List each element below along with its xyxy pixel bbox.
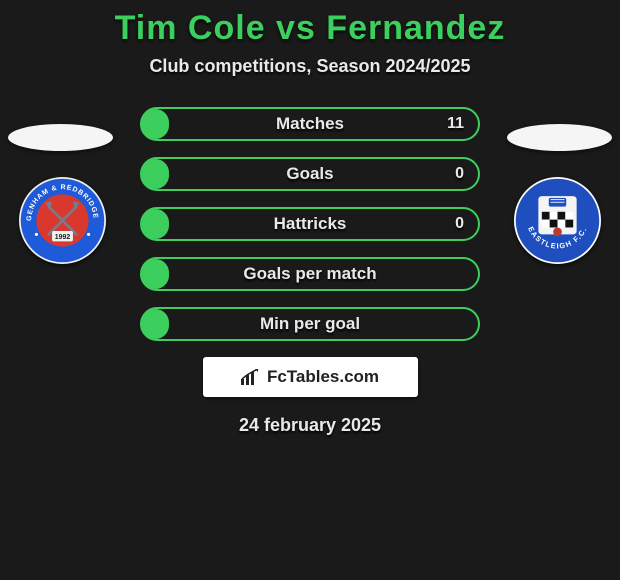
club-crest-right-svg: EASTLEIGH F.C. [514,177,601,264]
crest-left-year: 1992 [55,234,71,241]
stat-label: Hattricks [274,214,347,234]
stat-value: 0 [455,215,464,233]
club-crest-left-svg: DAGENHAM & REDBRIDGE FC 1992 [19,177,106,264]
stat-fill [142,309,169,339]
date-text: 24 february 2025 [0,415,620,436]
stat-label: Goals per match [243,264,376,284]
stat-fill [142,159,169,189]
player-left-ellipse [8,124,113,151]
stat-label: Goals [286,164,333,184]
player-right-ellipse [507,124,612,151]
branding-text: FcTables.com [267,367,379,387]
stat-fill [142,209,169,239]
stat-label: Min per goal [260,314,360,334]
club-crest-left: DAGENHAM & REDBRIDGE FC 1992 [19,177,106,264]
stat-row: Goals 0 [140,157,480,191]
stat-row: Min per goal [140,307,480,341]
stat-label: Matches [276,114,344,134]
comparison-card: Tim Cole vs Fernandez Club competitions,… [0,0,620,580]
stat-fill [142,259,169,289]
stat-value: 11 [447,115,464,133]
stat-value: 0 [455,165,464,183]
stat-fill [142,109,169,139]
stat-rows: Matches 11 Goals 0 Hattricks 0 Goals per… [140,107,480,341]
club-crest-right: EASTLEIGH F.C. [514,177,601,264]
stat-row: Goals per match [140,257,480,291]
branding-badge: FcTables.com [203,357,418,397]
stat-row: Hattricks 0 [140,207,480,241]
page-title: Tim Cole vs Fernandez [0,9,620,48]
chart-icon [241,369,261,385]
page-subtitle: Club competitions, Season 2024/2025 [0,56,620,77]
stat-row: Matches 11 [140,107,480,141]
